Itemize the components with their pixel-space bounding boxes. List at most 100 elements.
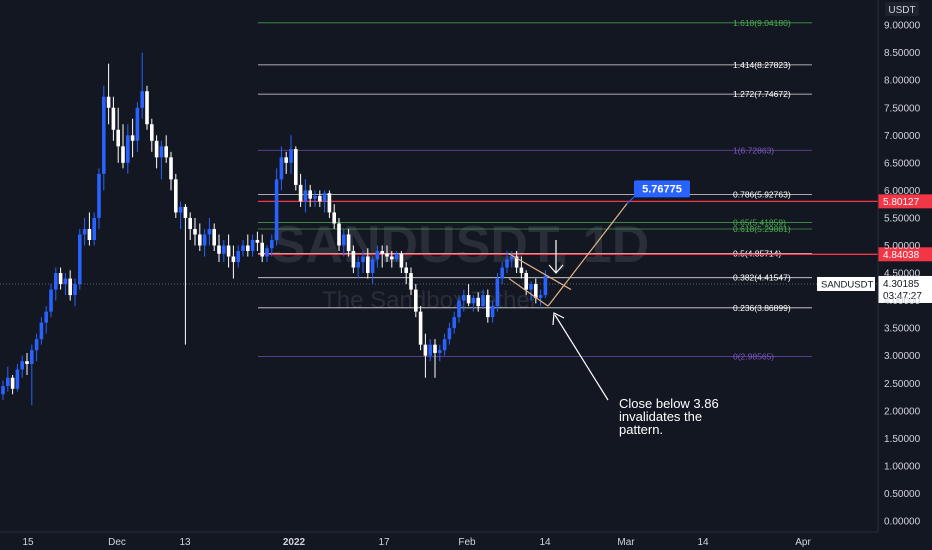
candle-body-up (34, 339, 39, 351)
candle-body-up (78, 234, 82, 285)
candle-body-up (49, 289, 53, 312)
time-axis[interactable]: 15 Dec 13 2022 17 Feb 14 Mar 14 Apr (0, 531, 878, 548)
candle-body-down (524, 273, 528, 290)
candle-body-up (30, 350, 34, 364)
candle-body-up (241, 245, 245, 252)
fib-level-label: 1.618(9.04180) (733, 18, 791, 28)
fib-level-label: 1(6.72863) (733, 145, 774, 155)
candle-body-down (188, 217, 192, 229)
symbol-tag-label: SANDUSDT (821, 279, 873, 290)
candle-body-down (514, 256, 519, 268)
price-tick-label: 0.50000 (884, 489, 921, 500)
time-tick-label: Dec (108, 537, 126, 548)
candle-body-up (375, 251, 380, 260)
candle-body-up (44, 311, 48, 323)
red-level-tag-label: 4.84038 (883, 250, 920, 261)
candle-body-up (490, 306, 495, 318)
candle-body-down (519, 267, 524, 274)
candle-body-down (145, 91, 149, 125)
red-level-tag-label: 5.80127 (883, 197, 920, 208)
candle-body-down (332, 212, 336, 224)
price-tick-label: 9.00000 (884, 21, 921, 32)
candle-body-down (212, 228, 216, 246)
candle-body-up (140, 91, 144, 108)
candle-body-down (174, 179, 178, 213)
candle-body-up (20, 361, 24, 370)
price-tick-label: 7.00000 (884, 131, 921, 142)
candle-body-down (534, 284, 538, 298)
candle-body-down (433, 344, 437, 353)
candle-body-up (178, 206, 183, 213)
fib-level-label: 0(2.98565) (733, 351, 774, 361)
price-tick-label: 1.50000 (884, 434, 921, 445)
candle-body-down (476, 297, 480, 307)
candle-body-up (63, 278, 68, 285)
candle-body-up (356, 262, 360, 268)
candle-body-up (370, 259, 375, 274)
currency-label: USDT (888, 5, 915, 16)
target-projection-line (547, 203, 628, 307)
candle-body-down (409, 273, 413, 290)
price-tick-label: 0.00000 (884, 517, 921, 528)
candle-body-up (236, 251, 240, 263)
price-tick-label: 1.00000 (884, 461, 921, 472)
candle-body-up (250, 239, 255, 252)
candle-body-up (222, 245, 226, 254)
candle-body-down (198, 234, 202, 246)
fib-level-label: 0.5(4.85714) (733, 248, 781, 258)
candle-body-down (346, 234, 351, 252)
candle-body-down (130, 135, 135, 141)
price-tick-label: 2.50000 (884, 379, 921, 390)
candle-body-down (466, 295, 471, 304)
watermark: SANDUSDT, 1D The Sandbox Tether (271, 216, 650, 314)
price-tick-label: 2.00000 (884, 406, 921, 417)
target-label-box (634, 180, 690, 198)
candle-body-down (366, 256, 370, 274)
time-tick-label: 14 (697, 537, 709, 548)
candle-body-up (39, 322, 44, 340)
candle-body-down (106, 96, 111, 108)
candle-body-down (385, 253, 389, 257)
time-tick-label: 17 (378, 537, 390, 548)
candle-body-up (135, 107, 140, 141)
candle-body-up (54, 273, 58, 290)
candle-body-up (452, 317, 456, 329)
candle-body-down (183, 206, 188, 218)
candles (1, 52, 548, 406)
candle-body-up (342, 234, 346, 246)
candle-body-up (447, 328, 452, 340)
candle-body-up (457, 300, 461, 318)
fib-level-label: 1.272(7.74672) (733, 89, 791, 99)
annotation-text-line: pattern. (619, 422, 663, 437)
candle-body-down (380, 251, 384, 254)
candle-body-down (68, 278, 72, 296)
price-tick-label: 5.00000 (884, 241, 921, 252)
candle-body-up (15, 369, 20, 389)
candle-body-up (202, 234, 207, 246)
time-tick-label: 15 (22, 537, 34, 548)
fib-level-label: 1.414(8.27823) (733, 60, 791, 70)
fibonacci-levels: 1.618(9.04180) 1.414(8.27823) 1.272(7.7467… (258, 18, 812, 361)
candle-body-down (255, 239, 260, 243)
current-price-tag (878, 275, 932, 303)
candle-body-up (274, 179, 279, 240)
candle-body-down (337, 223, 341, 246)
time-tick-label: Apr (795, 537, 811, 548)
price-axis[interactable]: USDT 9.00000 8.50000 8.00000 7.50000 7.00000 6… (877, 0, 921, 532)
candle-body-up (438, 350, 442, 353)
candle-body-up (394, 253, 399, 260)
drawings: 5.76775 (508, 180, 690, 307)
candle-body-down (231, 256, 236, 263)
candle-body-up (126, 135, 130, 163)
time-tick-label: Feb (458, 537, 476, 548)
candle-body-down (87, 228, 92, 240)
candle-body-up (207, 228, 212, 235)
candle-body-up (471, 297, 476, 304)
candle-body-up (510, 256, 514, 260)
candle-body-up (279, 157, 284, 180)
wedge-lower-line (508, 278, 549, 307)
time-tick-label: Mar (617, 537, 635, 548)
